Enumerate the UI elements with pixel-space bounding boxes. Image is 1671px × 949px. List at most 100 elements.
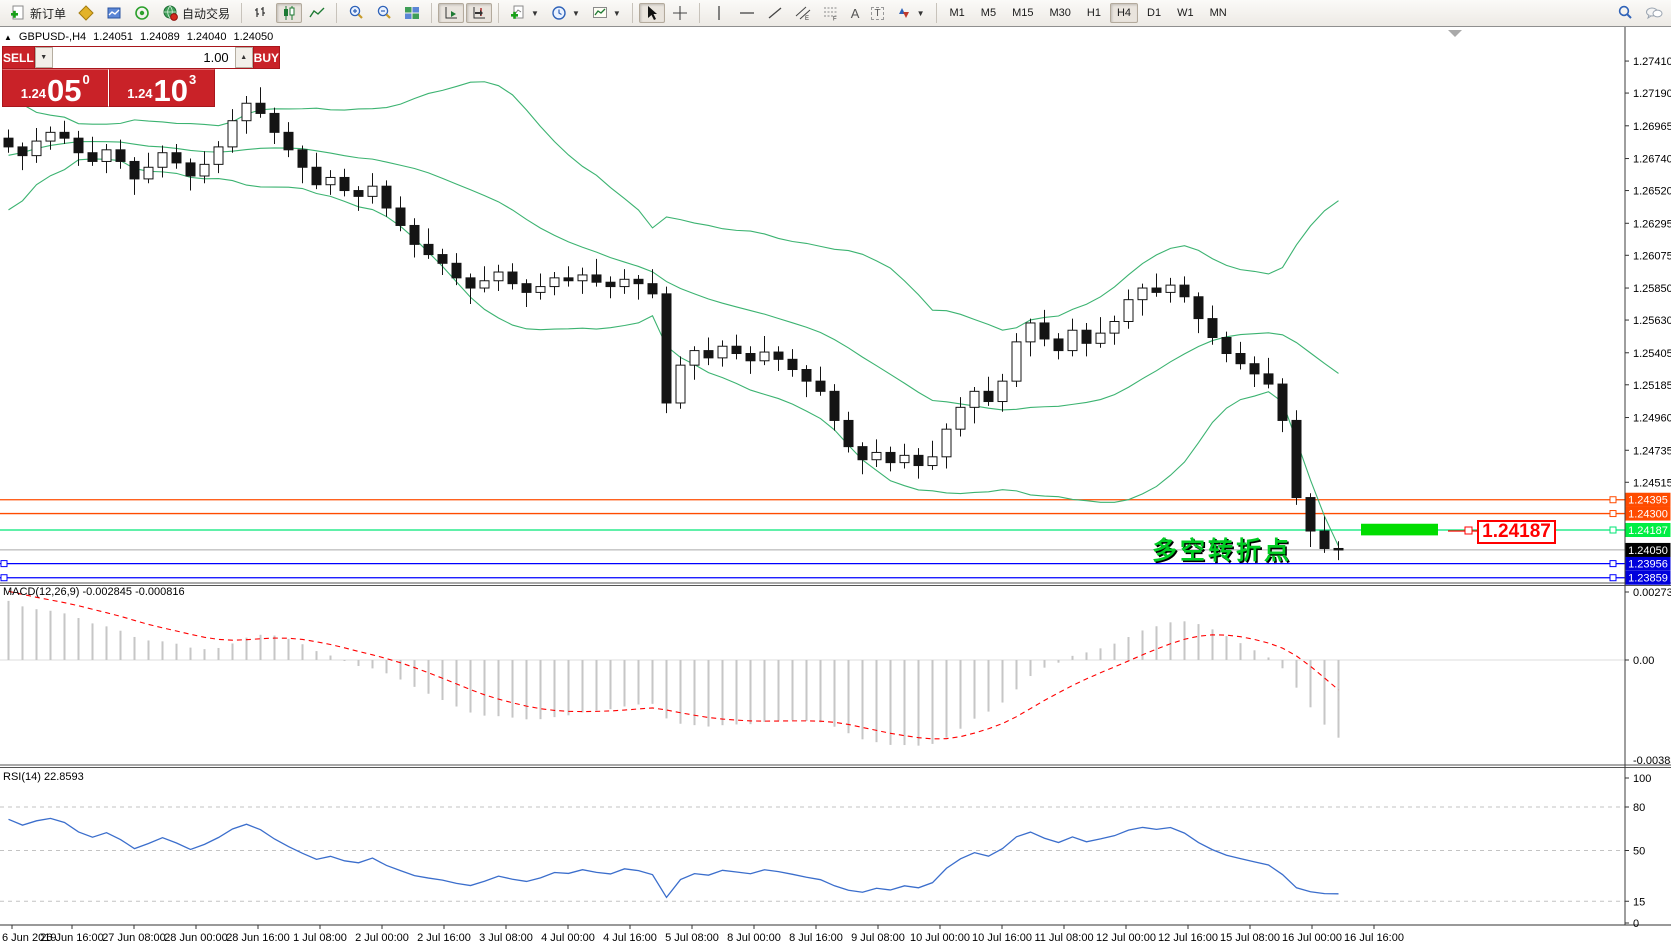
indicators-icon xyxy=(510,5,526,21)
timeframe-M30[interactable]: M30 xyxy=(1049,7,1071,19)
volume-increase-button[interactable]: ▲ xyxy=(234,47,253,68)
sell-price-pip: 0 xyxy=(82,72,90,87)
zoom-in-button[interactable] xyxy=(343,3,369,23)
svg-text:12 Jul 16:00: 12 Jul 16:00 xyxy=(1158,932,1218,944)
crosshair-button[interactable] xyxy=(667,3,693,23)
zoom-out-icon xyxy=(376,5,392,21)
timeframe-MN[interactable]: MN xyxy=(1209,7,1227,19)
tile-windows-icon xyxy=(404,5,420,21)
timeframe-M1[interactable]: M1 xyxy=(949,7,965,19)
rsi-indicator-title: RSI(14) 22.8593 xyxy=(3,771,84,783)
channel-button[interactable]: E xyxy=(790,3,816,23)
buy-button[interactable]: BUY xyxy=(252,46,281,69)
buy-price-big: 10 xyxy=(153,72,189,108)
volume-decrease-button[interactable]: ▼ xyxy=(34,47,53,68)
volume-input[interactable] xyxy=(52,47,235,68)
chat-button[interactable] xyxy=(1640,3,1666,23)
svg-text:4 Jul 00:00: 4 Jul 00:00 xyxy=(541,932,595,944)
toolbar-separator xyxy=(935,3,937,23)
cursor-button[interactable] xyxy=(638,3,665,23)
toolbar-separator xyxy=(498,3,500,23)
svg-text:F: F xyxy=(833,17,837,22)
autotrading-button[interactable]: 自动交易 xyxy=(157,3,235,23)
timeframe-M15[interactable]: M15 xyxy=(1012,7,1034,19)
svg-text:3 Jul 08:00: 3 Jul 08:00 xyxy=(479,932,533,944)
candles-layer xyxy=(3,87,1344,561)
fibonacci-button[interactable]: F xyxy=(818,3,844,23)
chart-shift-button[interactable] xyxy=(466,3,493,23)
svg-text:-0.003835: -0.003835 xyxy=(1633,755,1671,767)
svg-text:1.26075: 1.26075 xyxy=(1633,250,1671,262)
toolbar-separator xyxy=(431,3,433,23)
text-tool-icon: A xyxy=(850,5,860,21)
signals-button[interactable] xyxy=(129,3,155,23)
quote-close: 1.24050 xyxy=(233,31,274,43)
horizontal-line-button[interactable] xyxy=(734,3,760,23)
toolbar-separator xyxy=(336,3,338,23)
svg-text:1.26965: 1.26965 xyxy=(1633,121,1671,133)
candlestick-chart-icon xyxy=(281,5,297,21)
open-chart-button[interactable] xyxy=(101,3,127,23)
arrow-objects-icon xyxy=(896,5,912,21)
timeframe-M5[interactable]: M5 xyxy=(980,7,997,19)
sell-price-display[interactable]: 1.24 05 0 xyxy=(2,69,109,107)
quote-collapse-icon[interactable]: ▲ xyxy=(4,32,12,42)
candlestick-chart-button[interactable] xyxy=(276,3,303,23)
macd-indicator-title: MACD(12,26,9) -0.002845 -0.000816 xyxy=(3,586,185,598)
arrows-button[interactable]: ▼ xyxy=(891,3,930,23)
quote-open: 1.24051 xyxy=(93,31,133,43)
horizontal-lines-layer xyxy=(0,496,1625,582)
toolbar-separator xyxy=(241,3,243,23)
svg-text:1.24960: 1.24960 xyxy=(1633,413,1671,425)
svg-text:E: E xyxy=(805,16,809,21)
tile-windows-button[interactable] xyxy=(399,3,425,23)
price-chart-svg[interactable]: 1.27410 1.27190 1.26965 1.26740 1.26520 1.262… xyxy=(0,27,1671,949)
text-label-icon: T xyxy=(871,6,884,20)
new-order-label: 新订单 xyxy=(30,6,67,21)
equidistant-channel-icon: E xyxy=(795,5,811,22)
new-order-button[interactable]: 新订单 xyxy=(5,3,71,23)
crosshair-icon xyxy=(672,5,688,21)
sell-button[interactable]: SELL xyxy=(2,46,35,69)
text-tool-button[interactable]: A xyxy=(846,3,865,23)
indicators-button[interactable]: ▼ xyxy=(505,3,544,23)
chart-shift-marker-icon[interactable] xyxy=(1448,30,1462,37)
svg-text:1.23956: 1.23956 xyxy=(1628,559,1668,571)
text-label-button[interactable]: T xyxy=(866,3,888,23)
timeframe-H1[interactable]: H1 xyxy=(1086,7,1101,19)
trendline-button[interactable] xyxy=(762,3,788,23)
svg-text:1.23859: 1.23859 xyxy=(1628,573,1668,585)
dropdown-caret-icon: ▼ xyxy=(916,8,925,18)
auto-scroll-button[interactable] xyxy=(438,3,465,23)
svg-text:12 Jul 00:00: 12 Jul 00:00 xyxy=(1096,932,1156,944)
templates-button[interactable]: ▼ xyxy=(587,3,626,23)
annotations-layer xyxy=(1361,523,1477,536)
chart-window-icon xyxy=(106,5,122,21)
svg-text:1.26520: 1.26520 xyxy=(1633,186,1671,198)
templates-icon xyxy=(592,5,608,21)
svg-text:1.25405: 1.25405 xyxy=(1633,348,1671,360)
buy-price-display[interactable]: 1.24 10 3 xyxy=(108,69,215,108)
bar-chart-button[interactable] xyxy=(248,3,274,23)
svg-text:2 Jul 16:00: 2 Jul 16:00 xyxy=(417,932,471,944)
timeframe-H4[interactable]: H4 xyxy=(1109,3,1138,23)
metaeditor-button[interactable] xyxy=(73,3,99,23)
timeframe-W1[interactable]: W1 xyxy=(1177,7,1194,19)
zoom-out-button[interactable] xyxy=(371,3,397,23)
svg-text:1.26740: 1.26740 xyxy=(1633,154,1671,166)
dropdown-caret-icon: ▼ xyxy=(612,8,621,18)
periods-clock-icon xyxy=(551,5,567,21)
svg-text:80: 80 xyxy=(1633,802,1645,814)
buy-price-pip: 3 xyxy=(189,72,197,87)
dropdown-caret-icon: ▼ xyxy=(531,8,539,18)
timeframe-D1[interactable]: D1 xyxy=(1147,7,1162,19)
vertical-line-button[interactable] xyxy=(706,3,732,23)
svg-text:9 Jul 08:00: 9 Jul 08:00 xyxy=(851,932,905,944)
svg-text:0.00: 0.00 xyxy=(1633,655,1654,667)
svg-text:100: 100 xyxy=(1633,773,1651,785)
line-chart-button[interactable] xyxy=(304,3,330,23)
signals-icon xyxy=(134,5,150,21)
turning-point-annotation: 多空转折点 xyxy=(1152,537,1293,565)
search-button[interactable] xyxy=(1612,3,1638,23)
periods-button[interactable]: ▼ xyxy=(546,3,585,23)
